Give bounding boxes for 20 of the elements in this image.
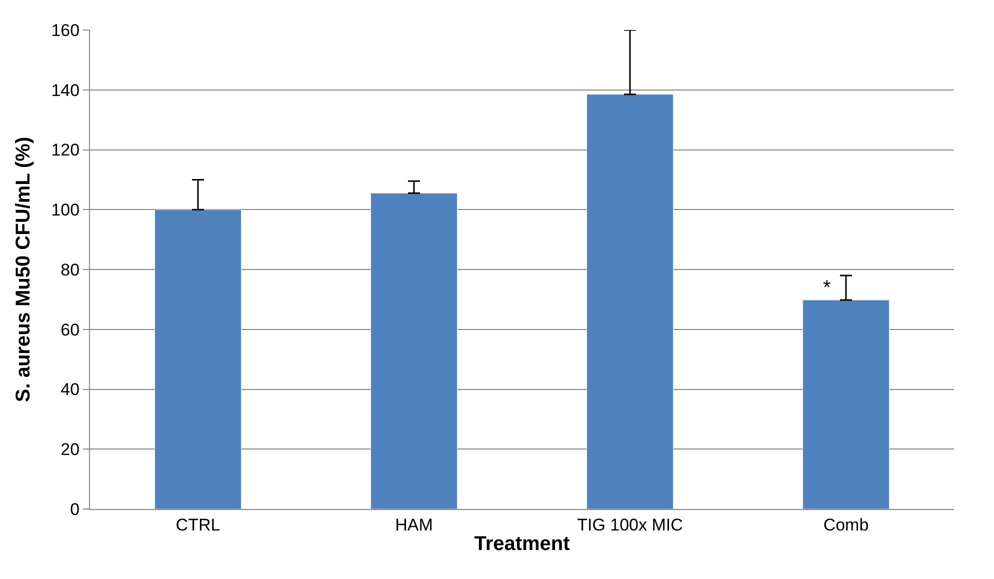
y-tick-label: 0 [70, 500, 80, 519]
y-axis-title: S. aureus Mu50 CFU/mL (%) [12, 136, 35, 402]
y-tick-label: 40 [60, 380, 80, 400]
bar [586, 94, 674, 509]
annotation: * [823, 277, 831, 299]
y-tick-label: 100 [51, 200, 80, 220]
y-tick-label: 160 [51, 20, 80, 40]
x-tick-label: Comb [823, 515, 869, 534]
bar [154, 209, 242, 509]
y-tick-label: 20 [60, 440, 80, 460]
x-tick-label: CTRL [176, 515, 220, 534]
x-axis-title: Treatment [474, 532, 570, 555]
y-tick-label: 80 [60, 260, 80, 280]
x-tick-label: TIG 100x MIC [577, 515, 683, 534]
bar [370, 192, 458, 509]
y-tick-label: 60 [60, 320, 80, 340]
bar [802, 300, 890, 509]
y-tick-label: 120 [51, 140, 80, 160]
x-tick-label: HAM [395, 515, 433, 534]
y-tick-label: 140 [51, 80, 80, 100]
